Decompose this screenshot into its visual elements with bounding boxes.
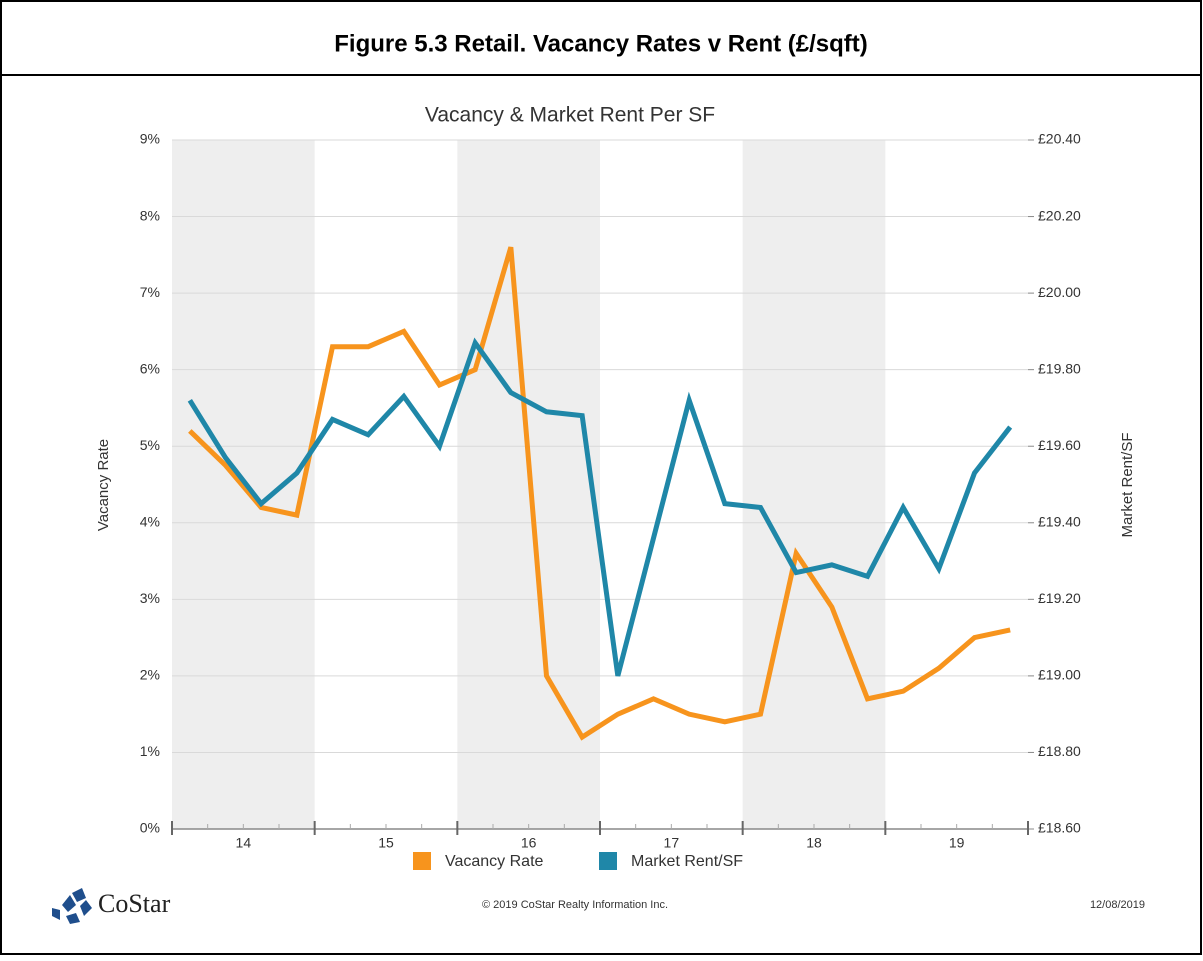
y2-tick-label: £19.40 (1038, 513, 1081, 529)
y-axis-title: Vacancy Rate (95, 439, 112, 531)
y-tick-label: 6% (140, 360, 160, 376)
x-tick-label: 14 (236, 835, 252, 851)
x-tick-label: 19 (949, 835, 965, 851)
x-tick-label: 15 (378, 835, 394, 851)
legend-label: Vacancy Rate (445, 853, 544, 870)
y-tick-label: 9% (140, 131, 160, 147)
y2-tick-label: £20.00 (1038, 284, 1081, 300)
x-tick-label: 18 (806, 835, 822, 851)
y2-tick-label: £18.60 (1038, 820, 1081, 836)
series-line (187, 337, 1013, 677)
y2-tick-label: £18.80 (1038, 743, 1081, 759)
y2-tick-label: £20.20 (1038, 207, 1081, 223)
bands (172, 140, 886, 829)
x-tick-label: 16 (521, 835, 537, 851)
year-band (742, 140, 886, 829)
y-tick-label: 3% (140, 590, 160, 606)
y2-tick-label: £19.60 (1038, 437, 1081, 453)
chart-title: Vacancy & Market Rent Per SF (425, 104, 715, 127)
legend-label: Market Rent/SF (631, 853, 743, 870)
y2-tick-label: £20.40 (1038, 131, 1081, 147)
y-tick-label: 0% (140, 820, 160, 836)
y-tick-label: 7% (140, 284, 160, 300)
y-tick-label: 2% (140, 667, 160, 683)
logo (52, 888, 92, 924)
date: 12/08/2019 (1090, 899, 1145, 911)
series-line (188, 246, 1011, 741)
copyright: © 2019 CoStar Realty Information Inc. (482, 899, 668, 911)
x-tick-label: 17 (664, 835, 680, 851)
legend-swatch (413, 852, 431, 870)
y-tick-label: 1% (140, 743, 160, 759)
y-tick-label: 8% (140, 207, 160, 223)
y2-axis-title: Market Rent/SF (1119, 432, 1136, 537)
y2-tick-label: £19.20 (1038, 590, 1081, 606)
legend-swatch (599, 852, 617, 870)
y-tick-label: 5% (140, 437, 160, 453)
y-tick-label: 4% (140, 513, 160, 529)
y2-tick-label: £19.00 (1038, 667, 1081, 683)
y2-tick-label: £19.80 (1038, 360, 1081, 376)
plot: 14 15 16 17 18 19 0% 1% 2% 3% 4% 5% 6% 7% 8% 9% £18.60 £1… (140, 131, 1081, 871)
header-title: Figure 5.3 Retail. Vacancy Rates v Rent … (334, 30, 868, 57)
brand: CoStar (98, 889, 171, 918)
